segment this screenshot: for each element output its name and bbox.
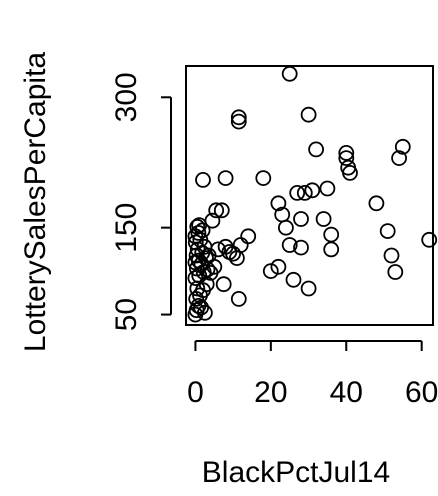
y-axis: 50 150 300 (110, 72, 172, 331)
data-point-77 (387, 264, 404, 280)
y-tick-label-2: 300 (110, 72, 143, 122)
data-point-67 (319, 180, 336, 197)
y-axis-title: LotterySalesPerCapita (19, 52, 52, 352)
y-tick-label-1: 150 (110, 203, 143, 253)
data-point-64 (304, 182, 321, 199)
data-point-43 (240, 228, 257, 245)
data-point-48 (230, 109, 247, 126)
data-point-70 (338, 150, 355, 167)
data-point-26 (190, 224, 207, 241)
data-point-66 (315, 211, 332, 227)
x-tick-label-2: 40 (330, 376, 363, 409)
data-point-75 (379, 223, 396, 240)
x-axis: 0 20 40 60 (187, 340, 438, 409)
data-point-50 (262, 263, 279, 280)
data-point-61 (296, 184, 313, 201)
x-tick-label-1: 20 (254, 376, 287, 409)
data-point-71 (338, 144, 355, 161)
data-point-54 (277, 219, 294, 236)
data-point-33 (210, 241, 227, 258)
x-tick-label-3: 60 (405, 376, 438, 409)
plot-area-box (185, 65, 434, 326)
data-point-44 (230, 290, 247, 307)
data-point-47 (230, 113, 247, 130)
data-point-45 (195, 171, 211, 188)
data-point-73 (342, 164, 358, 181)
data-point-35 (208, 202, 225, 219)
data-point-38 (215, 276, 232, 293)
data-point-56 (281, 65, 298, 82)
data-point-52 (270, 195, 287, 212)
data-point-34 (204, 212, 221, 229)
data-point-55 (281, 237, 298, 253)
data-point-4 (196, 304, 213, 321)
data-point-78 (391, 150, 408, 167)
data-point-3 (193, 299, 210, 316)
data-point-14 (188, 260, 205, 277)
data-point-63 (300, 106, 317, 123)
y-tick-label-0: 50 (110, 298, 143, 331)
data-point-28 (189, 218, 206, 235)
points-layer (187, 65, 438, 323)
data-point-46 (217, 170, 234, 187)
x-tick-label-0: 0 (187, 376, 204, 409)
data-point-36 (213, 202, 230, 219)
data-point-59 (293, 211, 309, 227)
data-point-60 (293, 239, 309, 256)
data-point-74 (368, 195, 385, 212)
data-point-51 (270, 258, 287, 275)
data-point-80 (421, 231, 438, 248)
data-point-76 (383, 247, 400, 264)
data-point-58 (289, 184, 306, 201)
data-point-57 (285, 271, 302, 288)
data-point-79 (394, 138, 411, 155)
data-point-62 (300, 280, 317, 297)
data-point-49 (255, 170, 272, 187)
x-axis-title: BlackPctJul14 (202, 456, 390, 489)
data-point-69 (323, 241, 340, 258)
data-point-18 (198, 250, 214, 267)
data-point-65 (308, 141, 325, 158)
